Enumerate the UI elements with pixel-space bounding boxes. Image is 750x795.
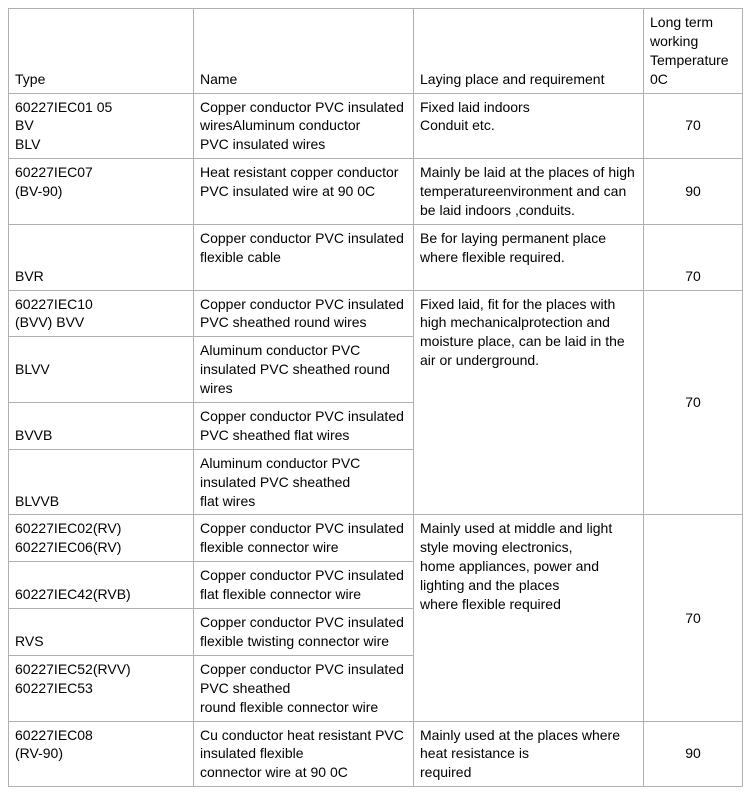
cell-type: 60227IEC52(RVV)60227IEC53 [9, 655, 194, 721]
cell-type: 60227IEC10(BVV) BVV [9, 290, 194, 337]
cell-name: Copper conductor PVC insulated flexible … [194, 515, 414, 562]
cell-type: 60227IEC08(RV-90) [9, 721, 194, 787]
table-body: Type Name Laying place and requirement L… [9, 9, 743, 787]
cell-type: 60227IEC01 05BVBLV [9, 93, 194, 159]
cell-laying: Fixed laid indoorsConduit etc. [414, 93, 644, 159]
cell-type: BLVV [9, 337, 194, 403]
cell-name: Cu conductor heat resistant PVC insulate… [194, 721, 414, 787]
cell-temp: 70 [644, 93, 743, 159]
table-row: 60227IEC01 05BVBLVCopper conductor PVC i… [9, 93, 743, 159]
cell-name: Aluminum conductor PVC insulated PVC she… [194, 337, 414, 403]
cell-name: Copper conductor PVC insulated flexible … [194, 224, 414, 290]
header-laying: Laying place and requirement [414, 9, 644, 94]
cell-laying: Be for laying permanent place where flex… [414, 224, 644, 290]
cell-name: Copper conductor PVC insulated PVC sheat… [194, 290, 414, 337]
cell-type: 60227IEC02(RV)60227IEC06(RV) [9, 515, 194, 562]
cell-laying: Fixed laid, fit for the places with high… [414, 290, 644, 515]
cell-name: Copper conductor PVC insulated PVC sheat… [194, 655, 414, 721]
table-row: 60227IEC10(BVV) BVVCopper conductor PVC … [9, 290, 743, 337]
table-row: 60227IEC08(RV-90)Cu conductor heat resis… [9, 721, 743, 787]
header-name: Name [194, 9, 414, 94]
table-header-row: Type Name Laying place and requirement L… [9, 9, 743, 94]
cell-type: BVR [9, 224, 194, 290]
cell-laying: Mainly used at middle and light style mo… [414, 515, 644, 721]
cell-laying: Mainly used at the places where heat res… [414, 721, 644, 787]
table-row: 60227IEC02(RV)60227IEC06(RV)Copper condu… [9, 515, 743, 562]
cell-type: 60227IEC42(RVB) [9, 562, 194, 609]
cell-temp: 90 [644, 159, 743, 225]
cell-temp: 70 [644, 290, 743, 515]
cell-temp: 70 [644, 515, 743, 721]
cell-name: Copper conductor PVC insulated PVC sheat… [194, 403, 414, 450]
cell-name: Copper conductor PVC insulated flexible … [194, 609, 414, 656]
table-row: 60227IEC07(BV-90)Heat resistant copper c… [9, 159, 743, 225]
cell-name: Copper conductor PVC insulated flat flex… [194, 562, 414, 609]
cell-temp: 90 [644, 721, 743, 787]
header-temp: Long termworkingTemperature0C [644, 9, 743, 94]
cell-temp: 70 [644, 224, 743, 290]
cell-type: RVS [9, 609, 194, 656]
header-type: Type [9, 9, 194, 94]
cell-name: Heat resistant copper conductor PVC insu… [194, 159, 414, 225]
cell-type: BVVB [9, 403, 194, 450]
cell-name: Copper conductor PVC insulated wiresAlum… [194, 93, 414, 159]
cell-laying: Mainly be laid at the places of high tem… [414, 159, 644, 225]
cell-name: Aluminum conductor PVCinsulated PVC shea… [194, 449, 414, 515]
cable-spec-table: Type Name Laying place and requirement L… [8, 8, 743, 787]
cell-type: 60227IEC07(BV-90) [9, 159, 194, 225]
cell-type: BLVVB [9, 449, 194, 515]
table-row: BVRCopper conductor PVC insulated flexib… [9, 224, 743, 290]
